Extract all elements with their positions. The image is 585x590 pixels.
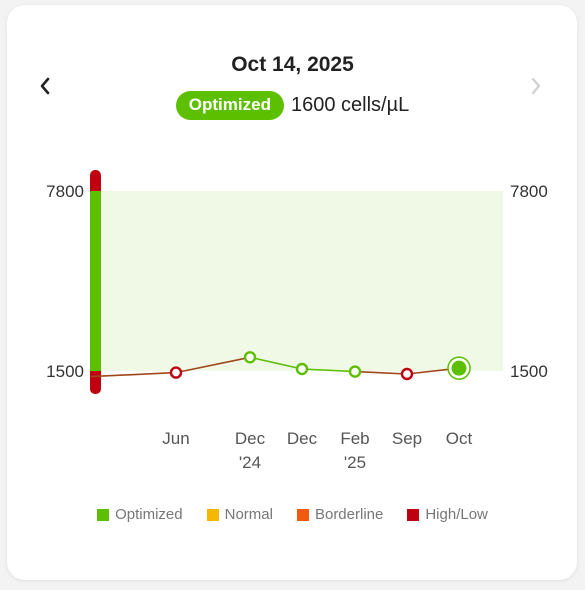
x-tick-label-year: '24 xyxy=(239,453,261,472)
x-tick-label: Feb xyxy=(340,429,369,448)
range-bar-optimal xyxy=(90,191,101,371)
legend-swatch xyxy=(407,508,420,521)
data-point xyxy=(243,351,257,364)
x-tick-label: Jun xyxy=(162,429,189,448)
optimal-range-band xyxy=(100,191,503,371)
y-tick-label-left: 7800 xyxy=(46,182,84,201)
selected-data-point xyxy=(451,360,467,376)
legend-label: Borderline xyxy=(314,506,384,523)
data-point xyxy=(169,366,183,379)
legend-swatch xyxy=(97,508,110,521)
legend-item: Borderline xyxy=(296,506,384,523)
y-tick-label-left: 1500 xyxy=(46,362,84,381)
x-tick-label: Dec xyxy=(287,429,318,448)
data-point xyxy=(400,367,414,381)
trend-line-segment xyxy=(301,368,356,373)
result-date: Oct 14, 2025 xyxy=(231,53,354,76)
legend-swatch xyxy=(206,508,219,521)
trend-line-segment xyxy=(354,370,408,375)
chevron-left-icon xyxy=(40,77,50,95)
next-button[interactable] xyxy=(522,70,550,102)
chart-legend: Optimized Normal Borderline High/Low xyxy=(0,506,585,523)
x-tick-label: Dec xyxy=(235,429,266,448)
x-tick-label: Sep xyxy=(392,429,422,448)
legend-item: High/Low xyxy=(407,506,488,523)
legend-swatch xyxy=(296,508,309,521)
x-tick-label-year: '25 xyxy=(344,453,366,472)
legend-label: Optimized xyxy=(115,506,183,523)
chevron-right-icon xyxy=(531,77,541,95)
x-tick-label: Oct xyxy=(446,429,473,448)
previous-button[interactable] xyxy=(31,70,59,102)
legend-item: Normal xyxy=(206,506,273,523)
legend-label: High/Low xyxy=(425,506,488,523)
trend-line-segment xyxy=(90,371,177,378)
legend-label: Normal xyxy=(224,506,273,523)
trend-chart: 7800 7800 1500 1500 Jun Dec '24 Dec Feb '25 Sep Oct xyxy=(46,170,548,472)
y-tick-label-right: 1500 xyxy=(510,362,548,381)
status-badge: Optimized xyxy=(175,91,284,120)
trend-line-segment xyxy=(175,356,251,374)
legend-item: Optimized xyxy=(97,506,183,523)
data-point xyxy=(295,362,309,376)
trend-line-segment xyxy=(249,356,303,370)
y-tick-label-right: 7800 xyxy=(510,182,548,201)
result-value: 1600 cells/µL xyxy=(290,94,410,116)
status-row: Optimized 1600 cells/µL xyxy=(0,91,585,120)
data-point xyxy=(348,365,362,378)
